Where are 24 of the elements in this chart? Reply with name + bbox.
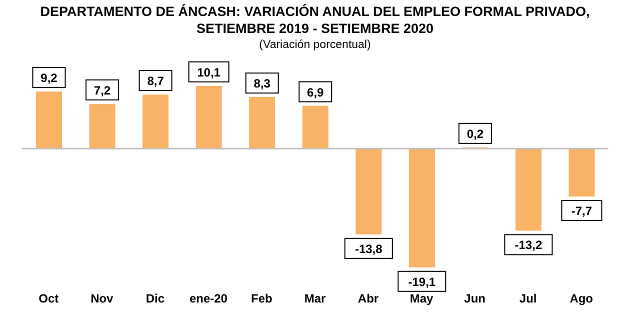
data-label: 9,2 — [40, 70, 58, 85]
data-label: -13,2 — [514, 238, 542, 252]
chart-title: DEPARTAMENTO DE ÁNCASH: VARIACIÓN ANUAL DEL EMPLEO FORMAL PRIVADO, SETIEMBRE 2019 - SETIEMBRE 2020 — [39, 3, 591, 37]
data-label: 8,3 — [254, 76, 271, 91]
data-label: -13,8 — [354, 242, 383, 256]
x-tick-label: Feb — [251, 292, 272, 306]
data-label: 6,9 — [307, 85, 324, 100]
x-tick-label: May — [410, 292, 434, 306]
data-label: 0,2 — [466, 126, 484, 141]
x-tick-label: Jul — [519, 292, 537, 306]
x-tick-label: Dic — [146, 292, 165, 306]
x-tick-label: Ago — [570, 292, 594, 306]
data-label: -19,1 — [408, 274, 436, 289]
chart-subtitle: (Variación porcentual) — [258, 39, 372, 51]
x-tick-label: ene-20 — [189, 292, 228, 306]
data-label: 8,7 — [147, 74, 164, 88]
x-tick-label: Abr — [358, 292, 379, 306]
data-label: -7,7 — [571, 204, 592, 218]
data-label: 10,1 — [197, 65, 221, 80]
x-tick-label: Jun — [464, 292, 486, 306]
x-tick-label: Oct — [38, 292, 59, 306]
x-tick-label: Nov — [90, 292, 114, 306]
x-tick-label: Mar — [304, 292, 326, 306]
data-label: 7,2 — [94, 83, 111, 98]
